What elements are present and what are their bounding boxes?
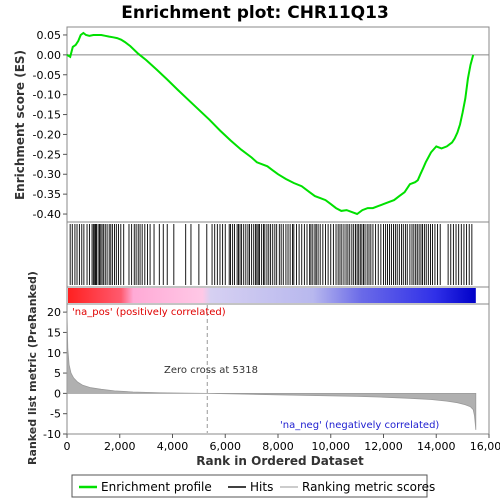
metric-y-tick-label: 15 [47, 326, 61, 339]
x-tick-label: 14,000 [417, 440, 456, 453]
es-y-tick-label: -0.25 [33, 148, 61, 161]
hits-panel [67, 222, 489, 287]
metric-y-tick-label: -5 [50, 408, 61, 421]
legend-entry-hits: Hits [250, 480, 273, 494]
x-tick-label: 12,000 [364, 440, 403, 453]
legend: Enrichment profile Hits Ranking metric s… [72, 475, 435, 497]
neg-correlated-label: 'na_neg' (negatively correlated) [280, 420, 439, 431]
x-tick-label: 16,000 [470, 440, 500, 453]
x-tick-label: 8,000 [262, 440, 294, 453]
x-tick-label: 4,000 [157, 440, 189, 453]
es-y-axis-label: Enrichment score (ES) [13, 50, 27, 200]
es-y-tick-label: -0.05 [33, 69, 61, 82]
color-bar-gradient [68, 288, 476, 303]
x-axis-ticks: 0 2,000 4,000 6,000 8,000 10,000 12,000 14,000 1… [64, 434, 500, 453]
metric-y-ticks: 20 15 10 5 0 -5 -10 [43, 306, 67, 441]
es-y-tick-label: -0.10 [33, 89, 61, 102]
es-y-ticks: 0.05 0.00 -0.05 -0.10 -0.15 -0.20 -0.25 -0.30 -0… [33, 29, 67, 221]
pos-correlated-label: 'na_pos' (positively correlated) [72, 307, 226, 318]
es-y-tick-label: 0.05 [37, 29, 62, 42]
es-y-tick-label: -0.40 [33, 208, 61, 221]
es-y-tick-label: 0.00 [37, 49, 62, 62]
hits-plot-area [67, 222, 489, 287]
metric-y-axis-label: Ranked list metric (PreRanked) [26, 271, 39, 465]
x-tick-label: 10,000 [312, 440, 351, 453]
es-y-tick-label: -0.35 [33, 188, 61, 201]
legend-entry-metric: Ranking metric scores [302, 480, 435, 494]
es-panel: 0.05 0.00 -0.05 -0.10 -0.15 -0.20 -0.25 -0.30 -0… [13, 27, 489, 222]
rank-color-bar [67, 287, 489, 304]
x-tick-label: 2,000 [104, 440, 136, 453]
es-y-tick-label: -0.30 [33, 168, 61, 181]
x-tick-label: 0 [64, 440, 71, 453]
x-axis-label: Rank in Ordered Dataset [196, 454, 364, 468]
x-tick-label: 6,000 [210, 440, 242, 453]
metric-y-tick-label: 20 [47, 306, 61, 319]
metric-y-tick-label: 10 [47, 347, 61, 360]
es-plot-area [67, 27, 489, 222]
zero-cross-label: Zero cross at 5318 [164, 365, 258, 376]
metric-y-tick-label: 0 [54, 387, 61, 400]
chart-title: Enrichment plot: CHR11Q13 [121, 3, 389, 23]
es-y-tick-label: -0.15 [33, 109, 61, 122]
metric-y-tick-label: 5 [54, 367, 61, 380]
legend-entry-profile: Enrichment profile [101, 480, 212, 494]
metric-y-tick-label: -10 [43, 428, 61, 441]
metric-plot-area [67, 304, 489, 434]
es-y-tick-label: -0.20 [33, 128, 61, 141]
